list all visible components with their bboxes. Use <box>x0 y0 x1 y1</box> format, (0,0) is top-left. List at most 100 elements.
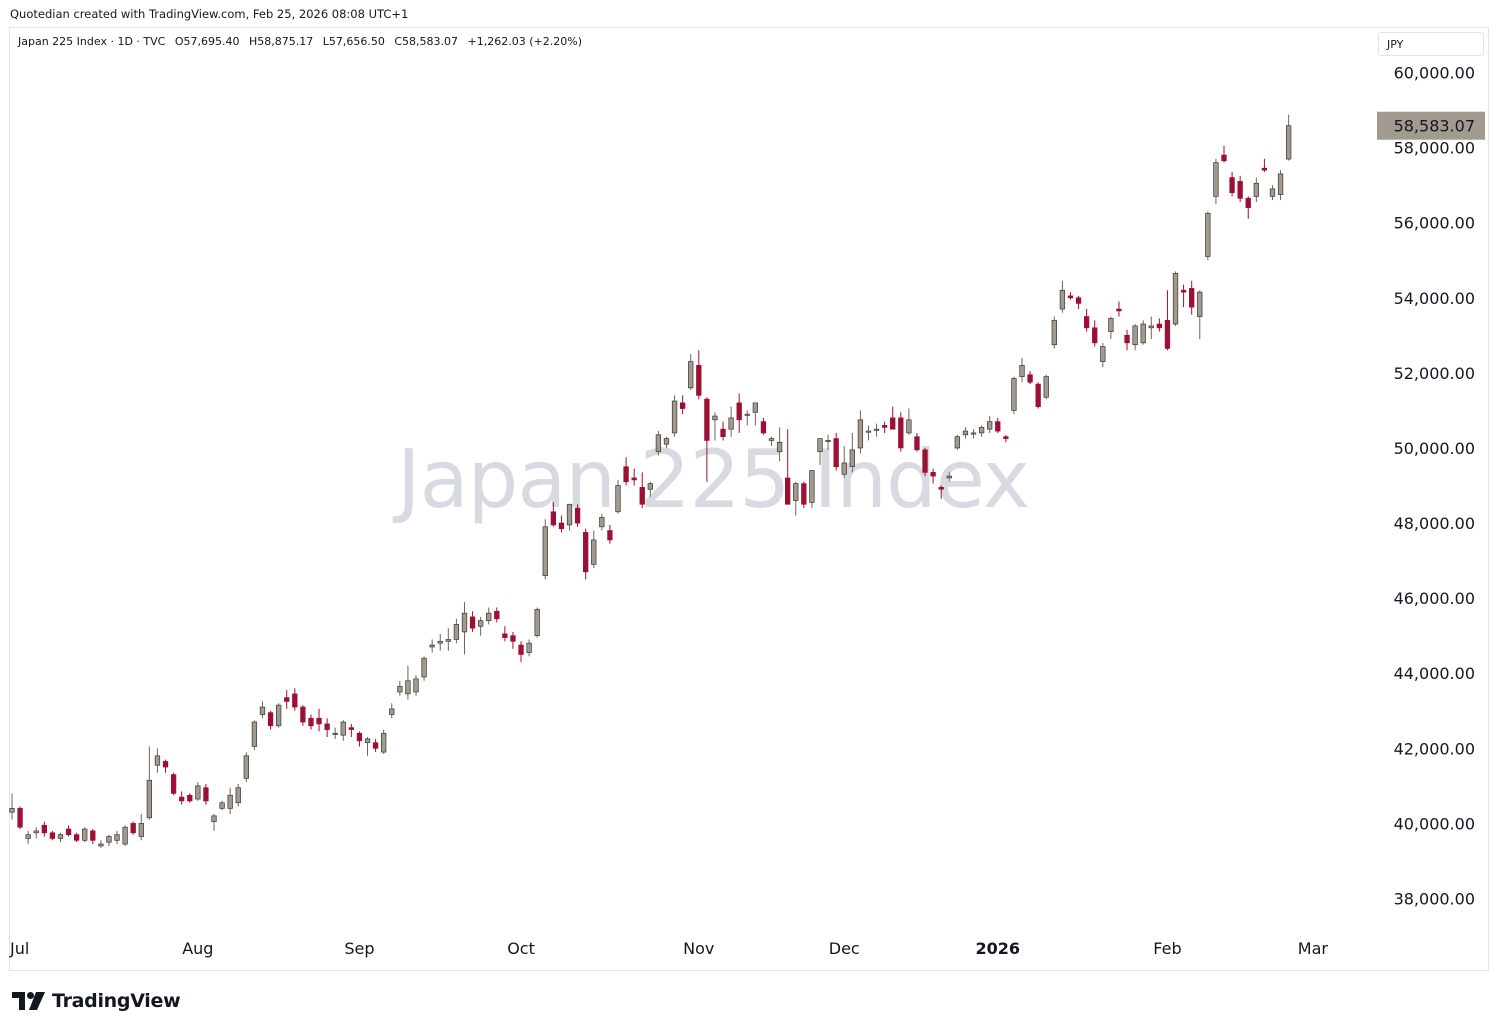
candle-body <box>219 802 225 809</box>
candle-body <box>1197 291 1203 317</box>
candle-body <box>857 419 864 449</box>
currency-selector[interactable]: JPY <box>1378 32 1484 56</box>
candle-body <box>275 704 282 727</box>
candle-body <box>1035 383 1041 408</box>
y-tick-label: 44,000.00 <box>1394 664 1475 683</box>
candle-body <box>162 761 169 768</box>
candle-body <box>267 712 274 727</box>
candle-body <box>898 417 904 449</box>
candle-body <box>227 794 233 809</box>
candle-body <box>809 470 815 503</box>
tradingview-logo[interactable]: TradingView <box>12 990 181 1012</box>
candle-body <box>1261 167 1268 171</box>
candle-body <box>17 808 23 828</box>
candle-body <box>1019 365 1025 377</box>
candle-body <box>607 530 613 541</box>
candle-body <box>534 609 540 637</box>
candle-body <box>98 843 104 847</box>
candle-body <box>461 612 468 633</box>
candle-body <box>324 723 330 730</box>
candle-body <box>1003 436 1009 439</box>
candle-body <box>300 706 306 723</box>
candle-body <box>679 402 686 409</box>
candle-body <box>760 421 767 434</box>
candle-body <box>138 823 144 837</box>
candle-body <box>704 398 710 441</box>
legend-change: +1,262.03 (+2.20%) <box>467 35 582 48</box>
candle-body <box>881 425 888 428</box>
candle-body <box>114 834 120 841</box>
y-tick-label: 60,000.00 <box>1394 64 1475 83</box>
candle-body <box>1156 323 1163 329</box>
candle-body <box>526 642 532 653</box>
legend-close: C58,583.07 <box>394 35 459 48</box>
candle-body <box>445 639 451 642</box>
candle-body <box>655 434 662 453</box>
candle-body <box>785 477 791 505</box>
candle-body <box>381 732 387 753</box>
candle-body <box>340 721 346 736</box>
y-tick-label: 56,000.00 <box>1394 214 1475 233</box>
candle-body <box>1011 378 1017 411</box>
candle-body <box>130 823 136 834</box>
candle-body <box>768 438 775 441</box>
candle-body <box>1124 334 1130 344</box>
candle-body <box>914 436 920 451</box>
candle-body <box>1148 325 1154 329</box>
candle-body <box>793 483 799 501</box>
candle-body <box>494 610 500 620</box>
x-tick-label: Aug <box>182 939 213 958</box>
y-tick-label: 48,000.00 <box>1394 514 1475 533</box>
candle-body <box>9 808 15 813</box>
candle-body <box>583 532 589 573</box>
x-tick-label: 2026 <box>975 939 1020 958</box>
candle-body <box>1277 173 1284 195</box>
candle-body <box>348 727 355 730</box>
candle-body <box>308 717 314 727</box>
candle-body <box>1221 154 1227 162</box>
candle-body <box>841 462 847 475</box>
candle-body <box>1172 273 1179 325</box>
tradingview-logo-icon <box>12 992 45 1010</box>
candle-body <box>663 438 670 445</box>
candle-body <box>57 834 64 839</box>
candle-body <box>429 644 435 648</box>
candle-body <box>154 755 161 766</box>
candle-body <box>1213 162 1219 197</box>
candle-body <box>873 428 880 431</box>
candle-body <box>211 815 217 822</box>
candle-body <box>469 616 476 629</box>
chart-frame <box>9 27 1489 971</box>
candle-body <box>995 421 1001 432</box>
candle-body <box>1083 316 1090 329</box>
candle-body <box>744 413 750 416</box>
candle-body <box>817 438 823 453</box>
y-tick-label: 52,000.00 <box>1394 364 1475 383</box>
candle-body <box>1116 308 1122 312</box>
candle-body <box>550 511 557 526</box>
y-tick-label: 42,000.00 <box>1394 739 1475 758</box>
candle-body <box>397 686 403 693</box>
candle-body <box>518 644 524 655</box>
candle-body <box>930 472 936 477</box>
candle-body <box>389 708 395 715</box>
candle-body <box>179 796 185 802</box>
chart-credit: Quotedian created with TradingView.com, … <box>10 7 409 21</box>
x-tick-label: Dec <box>829 939 860 958</box>
candle-body <box>542 526 548 576</box>
candle-body <box>833 438 839 468</box>
y-tick-label: 54,000.00 <box>1394 289 1475 308</box>
candle-body <box>922 449 928 473</box>
candle-body <box>1140 323 1146 344</box>
x-tick-label: Nov <box>683 939 714 958</box>
candle-body <box>235 787 241 804</box>
candle-body <box>1108 318 1114 332</box>
x-tick-label: Jul <box>9 939 29 958</box>
candle-body <box>1237 181 1243 199</box>
legend-symbol[interactable]: Japan 225 Index · 1D · TVC <box>18 35 166 48</box>
candle-body <box>372 742 379 749</box>
candle-body <box>954 436 961 449</box>
candle-body <box>122 826 128 845</box>
candle-body <box>1067 295 1074 299</box>
